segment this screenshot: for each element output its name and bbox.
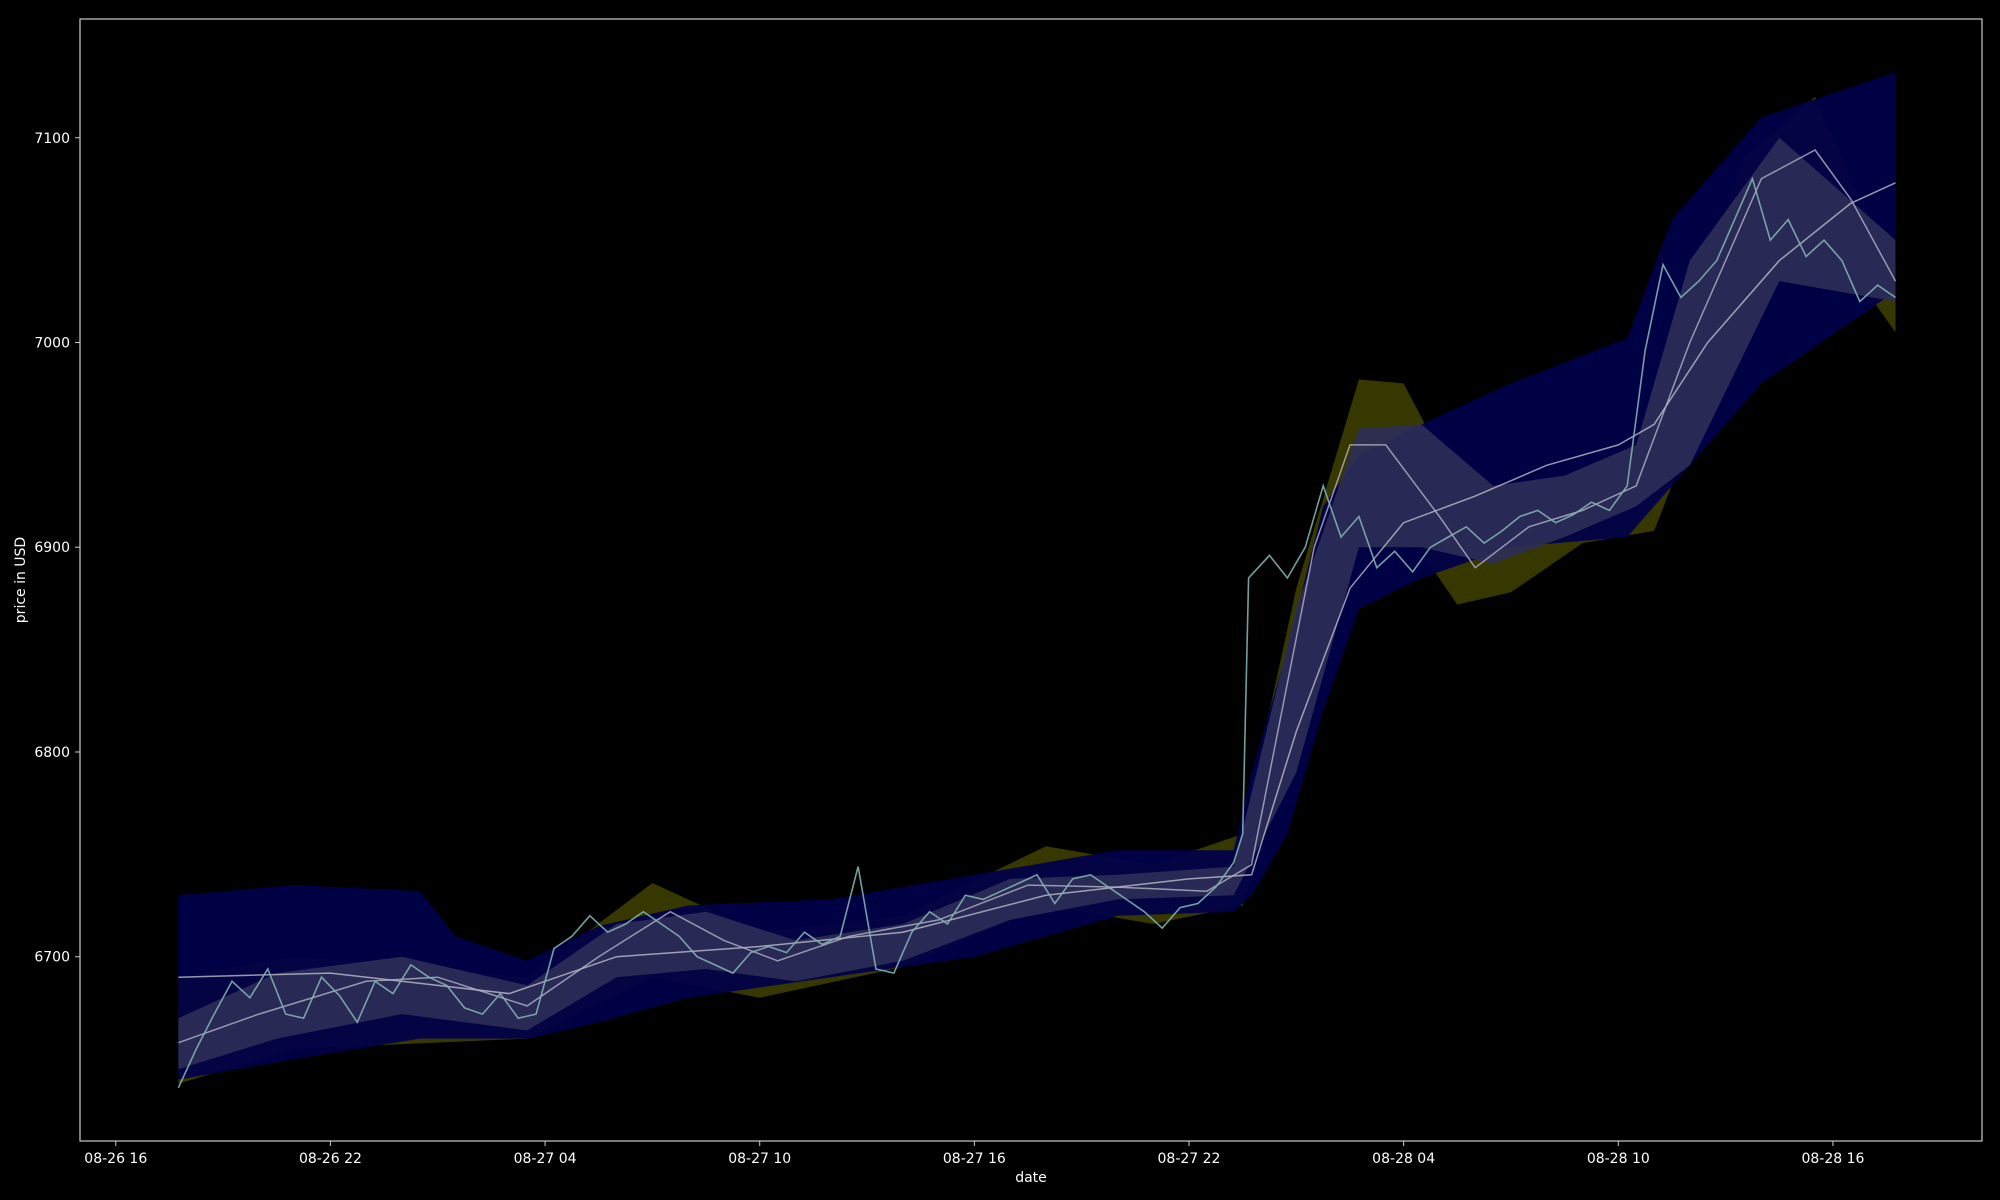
- x-tick-label: 08-28 16: [1801, 1151, 1864, 1167]
- x-tick-label: 08-26 22: [299, 1151, 362, 1167]
- line-layer: [177, 149, 1897, 1089]
- x-tick-label: 08-28 10: [1587, 1151, 1650, 1167]
- y-tick-label: 7000: [34, 335, 70, 351]
- x-tick-label: 08-28 04: [1372, 1151, 1435, 1167]
- x-axis: 08-26 16 08-26 22 08-27 04 08-27 10 08-27 16…: [84, 1141, 1865, 1167]
- y-axis-label: price in USD: [13, 537, 29, 623]
- x-tick-label: 08-27 16: [943, 1151, 1006, 1167]
- x-axis-label: date: [1015, 1170, 1047, 1186]
- y-tick-label: 6900: [34, 540, 70, 556]
- price-line: [177, 176, 1896, 1089]
- plot-frame: [79, 18, 1983, 1142]
- y-tick-label: 6800: [34, 745, 70, 761]
- y-tick-label: 7100: [34, 131, 70, 147]
- trend-line: [178, 182, 1896, 995]
- x-tick-label: 08-26 16: [84, 1151, 147, 1167]
- x-tick-label: 08-27 04: [514, 1151, 577, 1167]
- y-axis: 6700 6800 6900 7000 7100: [34, 131, 80, 966]
- narrow-band: [178, 137, 1896, 1070]
- x-tick-label: 08-27 22: [1158, 1151, 1221, 1167]
- moving-average-line: [178, 149, 1897, 1044]
- band-layer: [178, 72, 1896, 1084]
- y-tick-label: 6700: [34, 950, 70, 966]
- x-tick-label: 08-27 10: [728, 1151, 791, 1167]
